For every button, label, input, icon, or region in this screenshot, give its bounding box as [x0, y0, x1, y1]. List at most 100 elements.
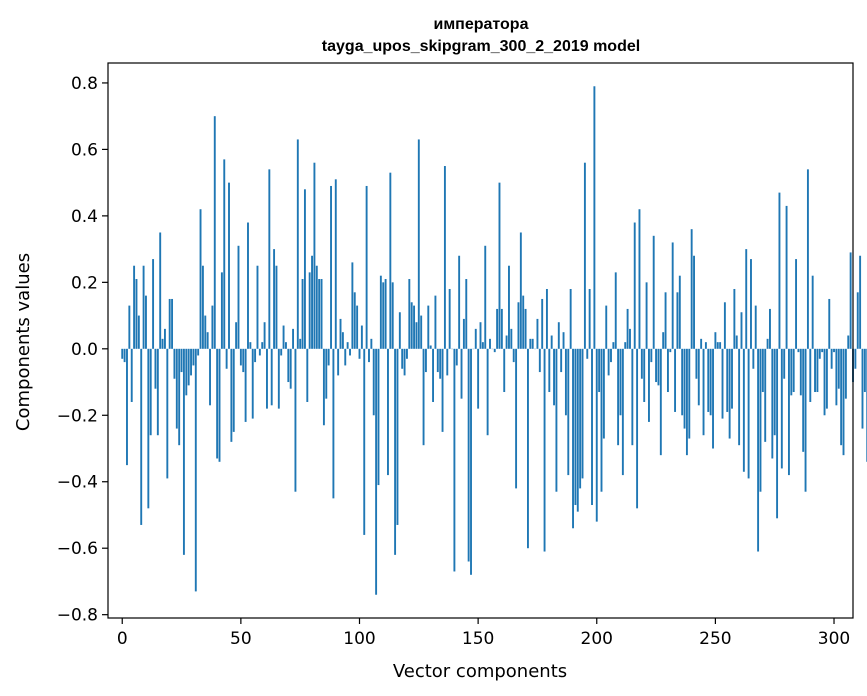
bar	[804, 348, 807, 492]
bar	[856, 292, 859, 349]
bar	[614, 272, 617, 349]
bar	[387, 348, 389, 476]
bar	[512, 348, 515, 363]
bar	[714, 332, 717, 349]
bar	[123, 348, 126, 363]
y-tick-label: 0.6	[71, 140, 98, 160]
bar	[769, 308, 771, 349]
y-tick-label: 0.4	[71, 207, 98, 227]
x-tick-label: 150	[462, 629, 494, 649]
bar	[287, 348, 290, 383]
bar	[674, 348, 677, 412]
bar	[854, 348, 857, 369]
bar	[159, 232, 162, 349]
y-tick-label: −0.6	[57, 539, 98, 559]
bar	[489, 338, 491, 349]
bar	[258, 348, 261, 356]
bar	[830, 348, 833, 369]
bar	[270, 348, 273, 406]
bar	[486, 348, 489, 436]
bar	[185, 348, 188, 396]
bar	[842, 348, 845, 456]
bar	[766, 338, 769, 349]
bar	[757, 348, 760, 552]
bar	[349, 348, 351, 356]
bar	[515, 348, 518, 489]
bar	[776, 348, 779, 519]
bar	[363, 348, 366, 535]
bar	[239, 348, 242, 366]
bar	[465, 279, 468, 349]
bar	[292, 328, 295, 349]
bar	[579, 348, 582, 489]
bar	[275, 265, 278, 349]
bar	[508, 265, 510, 349]
bar	[242, 348, 245, 373]
bar	[360, 325, 363, 349]
bar	[655, 348, 658, 383]
bar	[780, 348, 783, 469]
bar	[799, 348, 802, 396]
bar	[814, 348, 816, 393]
bar	[624, 342, 627, 349]
bar	[420, 315, 423, 349]
bar	[669, 348, 672, 353]
bar	[481, 342, 484, 349]
bar	[761, 348, 764, 393]
bar	[716, 342, 719, 349]
bar	[728, 348, 731, 439]
bar	[548, 348, 551, 393]
bar	[828, 298, 831, 349]
bar	[403, 348, 406, 376]
bar	[735, 335, 738, 349]
bar	[697, 348, 700, 406]
bar	[211, 305, 214, 349]
bar	[391, 282, 394, 349]
bar	[379, 275, 382, 349]
bar	[863, 348, 866, 393]
bar	[747, 348, 750, 479]
bar	[704, 342, 707, 349]
bar	[816, 348, 819, 393]
bar	[595, 348, 598, 522]
bar	[778, 192, 781, 349]
bar	[325, 348, 328, 399]
bar	[370, 338, 373, 349]
bar	[633, 222, 636, 349]
bar	[676, 292, 679, 349]
bar	[213, 116, 216, 349]
bar	[664, 292, 667, 349]
x-axis-ticks: 0 50 100 150 200 250 300	[117, 618, 850, 649]
y-axis-ticks: −0.8 −0.6 −0.4 −0.2 0.0 0.2 0.4 0.6 0.8	[57, 74, 108, 626]
bar	[607, 348, 610, 376]
bar	[327, 348, 330, 366]
bar	[477, 348, 480, 409]
bar	[771, 348, 774, 459]
bar	[339, 318, 342, 349]
bar	[598, 348, 601, 393]
bar	[505, 335, 508, 349]
bar	[738, 348, 741, 446]
bar	[225, 348, 228, 369]
bar	[389, 172, 392, 349]
bar	[413, 305, 416, 349]
bar	[439, 348, 442, 379]
x-tick-label: 100	[343, 629, 375, 649]
bar	[313, 162, 316, 349]
bar	[296, 139, 299, 349]
bar	[232, 348, 235, 432]
bar	[745, 249, 748, 349]
bar	[254, 348, 257, 363]
bar	[422, 348, 425, 446]
bar	[273, 249, 276, 349]
x-tick-label: 50	[230, 629, 252, 649]
x-tick-label: 250	[699, 629, 731, 649]
bar	[588, 288, 591, 349]
bar	[332, 348, 335, 499]
bar	[550, 335, 553, 349]
bar	[455, 348, 458, 366]
bar	[375, 348, 378, 595]
bar	[306, 348, 309, 402]
bar	[631, 348, 634, 446]
bar	[152, 259, 155, 349]
